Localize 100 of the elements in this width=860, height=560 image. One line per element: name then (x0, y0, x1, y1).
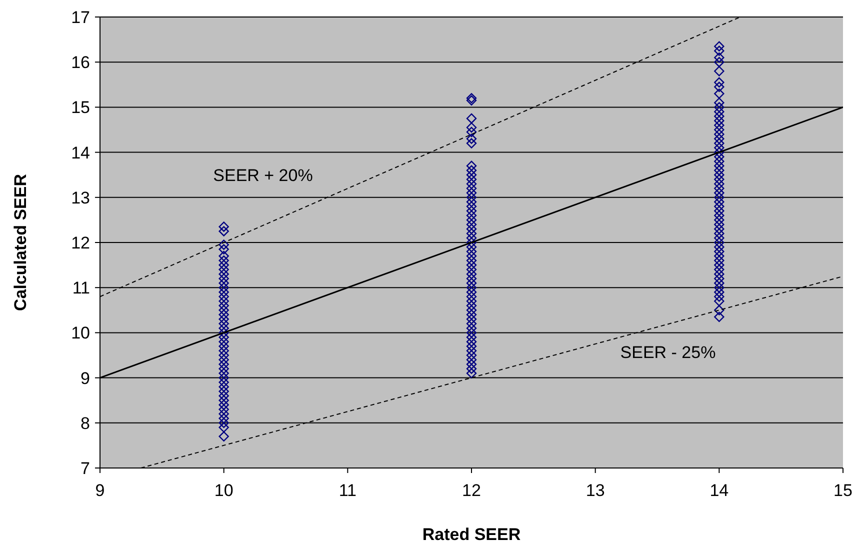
x-tick-label: 12 (462, 481, 481, 500)
point (466, 134, 477, 144)
point (218, 268, 229, 280)
point (218, 341, 229, 352)
point (466, 359, 477, 370)
point (466, 328, 477, 338)
point (466, 174, 477, 184)
point (714, 192, 724, 202)
y-tick-label: 13 (71, 188, 90, 208)
point (714, 196, 724, 208)
point (466, 160, 477, 171)
point (466, 210, 477, 221)
point (218, 400, 229, 410)
point (466, 93, 477, 104)
point (466, 206, 477, 216)
y-tick-label: 10 (71, 324, 90, 343)
point (714, 206, 724, 216)
y-tick-label: 8 (80, 414, 90, 433)
point (218, 408, 229, 419)
point (218, 390, 229, 401)
point (466, 346, 477, 356)
point (714, 228, 724, 239)
point (218, 422, 229, 433)
point (714, 142, 724, 153)
point (714, 268, 724, 280)
point (218, 296, 229, 306)
y-tick-label: 14 (71, 143, 90, 162)
point (466, 287, 477, 298)
point (714, 88, 724, 99)
point (218, 336, 229, 347)
point (466, 323, 477, 334)
point (218, 323, 229, 334)
point (466, 232, 477, 244)
point (714, 246, 724, 257)
point (466, 336, 477, 347)
point (714, 214, 724, 226)
point (218, 226, 229, 236)
point (714, 201, 724, 212)
point (466, 192, 477, 202)
point (466, 242, 477, 252)
point (218, 372, 229, 383)
point (218, 386, 229, 396)
annotation: SEER - 25% (620, 342, 716, 362)
point (714, 134, 724, 144)
point (218, 395, 229, 406)
point (466, 296, 477, 306)
point (714, 41, 724, 52)
point (466, 341, 477, 352)
point (466, 224, 477, 234)
point (714, 106, 724, 117)
point (714, 46, 724, 56)
point (714, 264, 724, 275)
point (714, 188, 724, 198)
point (714, 242, 724, 252)
x-tick-label: 15 (834, 481, 852, 500)
point (466, 188, 477, 198)
x-tick-label: 13 (586, 481, 605, 500)
point (714, 129, 724, 140)
point (218, 310, 229, 320)
point (714, 124, 724, 135)
point (714, 165, 724, 176)
point (218, 255, 229, 266)
point (466, 237, 477, 248)
point (466, 196, 477, 208)
point (714, 52, 724, 63)
point (714, 82, 724, 92)
annotation: SEER + 20% (213, 166, 313, 185)
point (714, 116, 724, 126)
point (218, 305, 229, 316)
point (714, 170, 724, 180)
y-tick-label: 12 (71, 233, 90, 252)
point (218, 300, 229, 311)
point (218, 222, 229, 232)
point (714, 292, 724, 302)
point (466, 250, 477, 262)
point (218, 314, 229, 324)
point (218, 282, 229, 293)
point (714, 147, 724, 158)
point (466, 201, 477, 212)
point (466, 95, 477, 106)
point (218, 244, 229, 254)
point (466, 183, 477, 194)
point (466, 165, 477, 176)
point (218, 292, 229, 302)
point (714, 66, 724, 76)
point (466, 264, 477, 275)
point (218, 260, 229, 270)
point (218, 364, 229, 374)
point (218, 332, 229, 342)
point (466, 228, 477, 239)
point (218, 354, 229, 365)
x-tick-label: 11 (338, 481, 356, 500)
y-tick-label: 9 (80, 368, 90, 388)
point (714, 111, 724, 122)
point (714, 178, 724, 189)
point (218, 368, 229, 378)
y-tick-label: 11 (72, 278, 90, 298)
point (466, 273, 477, 284)
point (466, 305, 477, 316)
y-tick-label: 7 (80, 458, 90, 478)
